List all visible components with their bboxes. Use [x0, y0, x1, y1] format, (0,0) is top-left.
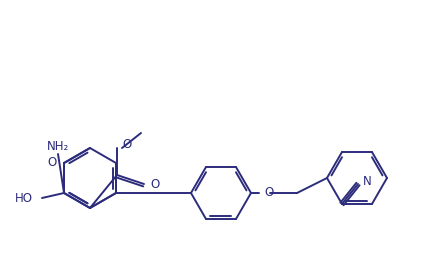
Text: HO: HO: [15, 191, 33, 205]
Text: O: O: [48, 156, 57, 170]
Text: NH₂: NH₂: [47, 139, 69, 152]
Text: N: N: [363, 175, 372, 189]
Text: O: O: [150, 178, 159, 190]
Text: O: O: [264, 187, 273, 199]
Text: O: O: [122, 138, 131, 151]
